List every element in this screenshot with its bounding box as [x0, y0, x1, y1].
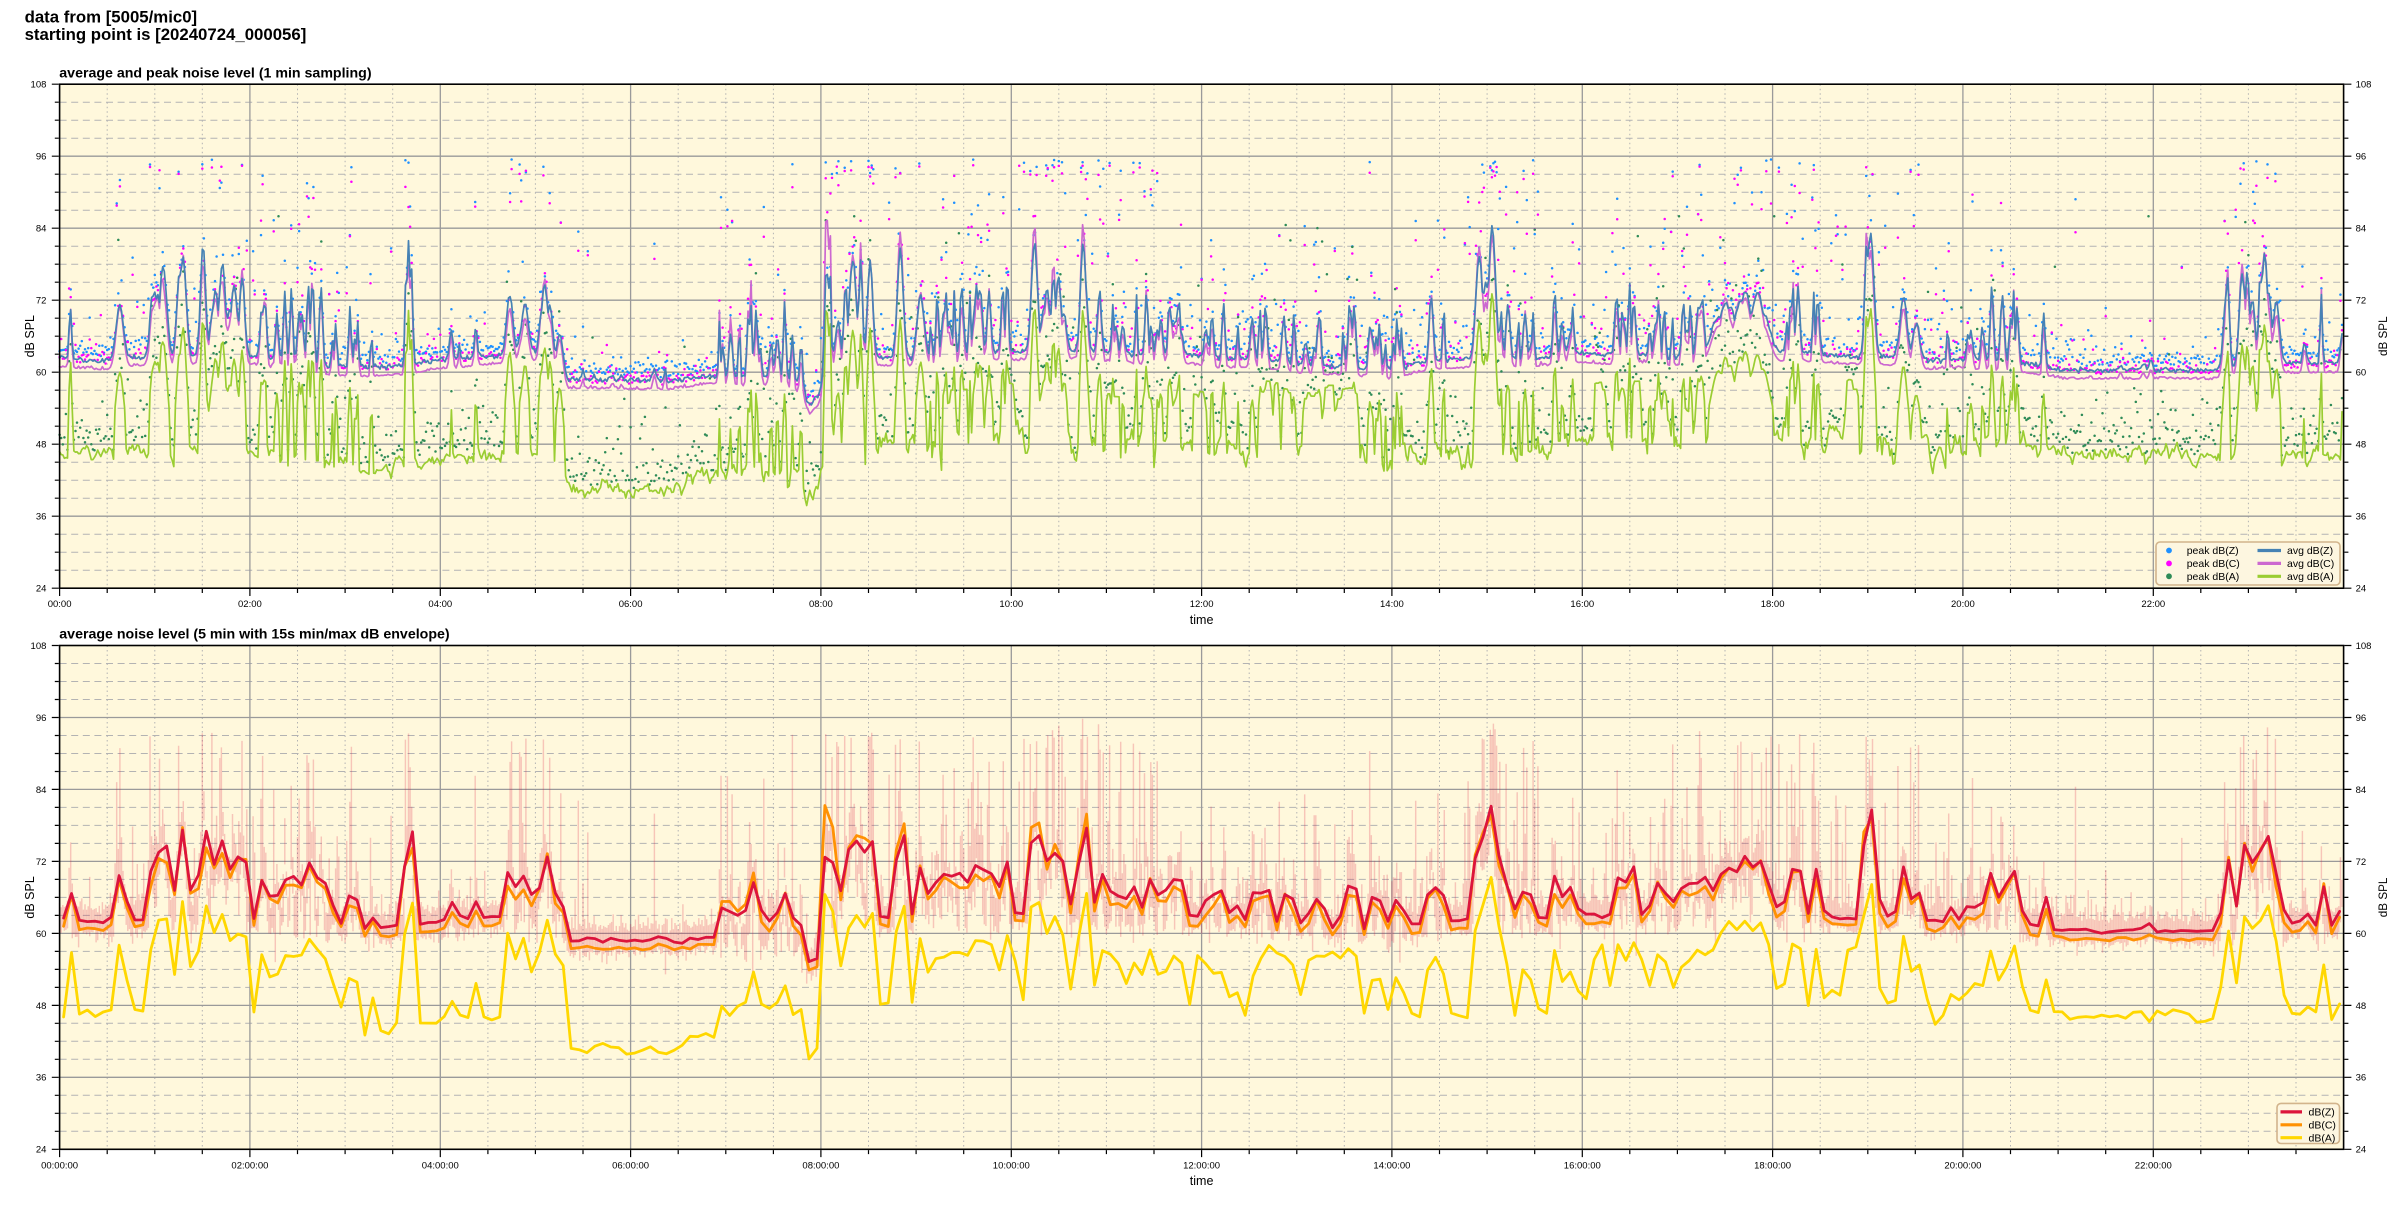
- svg-text:108: 108: [2356, 80, 2372, 91]
- svg-text:20:00:00: 20:00:00: [1944, 1160, 1981, 1171]
- svg-text:96: 96: [36, 152, 47, 163]
- svg-text:18:00: 18:00: [1761, 599, 1785, 610]
- svg-text:12:00: 12:00: [1190, 599, 1214, 610]
- svg-text:24: 24: [36, 584, 47, 595]
- svg-text:avg dB(A): avg dB(A): [2287, 571, 2334, 583]
- svg-text:22:00:00: 22:00:00: [2135, 1160, 2172, 1171]
- svg-text:12:00:00: 12:00:00: [1183, 1160, 1220, 1171]
- svg-text:average noise level (5 min wit: average noise level (5 min with 15s min/…: [59, 627, 450, 643]
- svg-text:20:00: 20:00: [1951, 599, 1975, 610]
- svg-text:dB SPL: dB SPL: [23, 876, 37, 918]
- svg-text:84: 84: [2356, 224, 2367, 235]
- svg-text:96: 96: [2356, 152, 2367, 163]
- svg-text:48: 48: [2356, 1001, 2367, 1012]
- svg-text:48: 48: [36, 1001, 47, 1012]
- svg-text:24: 24: [36, 1145, 47, 1156]
- svg-text:84: 84: [36, 785, 47, 796]
- svg-text:04:00: 04:00: [428, 599, 452, 610]
- svg-text:108: 108: [2356, 641, 2372, 652]
- svg-text:04:00:00: 04:00:00: [422, 1160, 459, 1171]
- svg-text:72: 72: [36, 857, 47, 868]
- svg-text:96: 96: [2356, 713, 2367, 724]
- svg-text:108: 108: [31, 641, 47, 652]
- svg-text:48: 48: [36, 440, 47, 451]
- svg-text:72: 72: [36, 296, 47, 307]
- svg-text:72: 72: [2356, 296, 2367, 307]
- svg-text:18:00:00: 18:00:00: [1754, 1160, 1791, 1171]
- svg-text:84: 84: [36, 224, 47, 235]
- svg-text:36: 36: [2356, 512, 2367, 523]
- svg-text:60: 60: [2356, 368, 2367, 379]
- svg-text:00:00:00: 00:00:00: [41, 1160, 78, 1171]
- svg-text:06:00: 06:00: [619, 599, 643, 610]
- svg-text:peak dB(A): peak dB(A): [2187, 571, 2240, 583]
- svg-text:10:00: 10:00: [999, 599, 1023, 610]
- svg-text:average and peak noise level (: average and peak noise level (1 min samp…: [59, 65, 372, 81]
- svg-text:14:00: 14:00: [1380, 599, 1404, 610]
- svg-text:starting point is [20240724_00: starting point is [20240724_000056]: [25, 25, 307, 44]
- svg-text:peak dB(C): peak dB(C): [2187, 558, 2240, 570]
- svg-text:96: 96: [36, 713, 47, 724]
- svg-text:60: 60: [36, 929, 47, 940]
- svg-text:36: 36: [36, 512, 47, 523]
- svg-text:00:00: 00:00: [48, 599, 72, 610]
- svg-text:36: 36: [36, 1073, 47, 1084]
- svg-text:dB SPL: dB SPL: [2377, 877, 2390, 917]
- svg-text:10:00:00: 10:00:00: [993, 1160, 1030, 1171]
- svg-text:72: 72: [2356, 857, 2367, 868]
- svg-text:84: 84: [2356, 785, 2367, 796]
- svg-text:dB SPL: dB SPL: [2377, 316, 2390, 356]
- svg-text:60: 60: [2356, 929, 2367, 940]
- svg-text:08:00:00: 08:00:00: [802, 1160, 839, 1171]
- svg-text:dB(A): dB(A): [2309, 1132, 2336, 1144]
- svg-text:108: 108: [31, 80, 47, 91]
- svg-text:peak dB(Z): peak dB(Z): [2187, 545, 2239, 557]
- svg-text:data from [5005/mic0]: data from [5005/mic0]: [25, 7, 198, 26]
- svg-text:48: 48: [2356, 440, 2367, 451]
- svg-text:dB SPL: dB SPL: [23, 315, 37, 357]
- svg-text:08:00: 08:00: [809, 599, 833, 610]
- svg-text:14:00:00: 14:00:00: [1373, 1160, 1410, 1171]
- svg-text:dB(C): dB(C): [2309, 1120, 2336, 1132]
- svg-text:16:00: 16:00: [1570, 599, 1594, 610]
- svg-text:dB(Z): dB(Z): [2309, 1107, 2335, 1119]
- svg-text:16:00:00: 16:00:00: [1564, 1160, 1601, 1171]
- svg-text:24: 24: [2356, 584, 2367, 595]
- svg-text:22:00: 22:00: [2141, 599, 2165, 610]
- svg-text:60: 60: [36, 368, 47, 379]
- svg-text:36: 36: [2356, 1073, 2367, 1084]
- svg-text:time: time: [1190, 613, 1214, 627]
- svg-text:02:00: 02:00: [238, 599, 262, 610]
- svg-text:02:00:00: 02:00:00: [231, 1160, 268, 1171]
- svg-text:24: 24: [2356, 1145, 2367, 1156]
- svg-text:06:00:00: 06:00:00: [612, 1160, 649, 1171]
- svg-text:avg dB(C): avg dB(C): [2287, 558, 2334, 570]
- svg-text:avg dB(Z): avg dB(Z): [2287, 545, 2333, 557]
- svg-text:time: time: [1190, 1174, 1214, 1188]
